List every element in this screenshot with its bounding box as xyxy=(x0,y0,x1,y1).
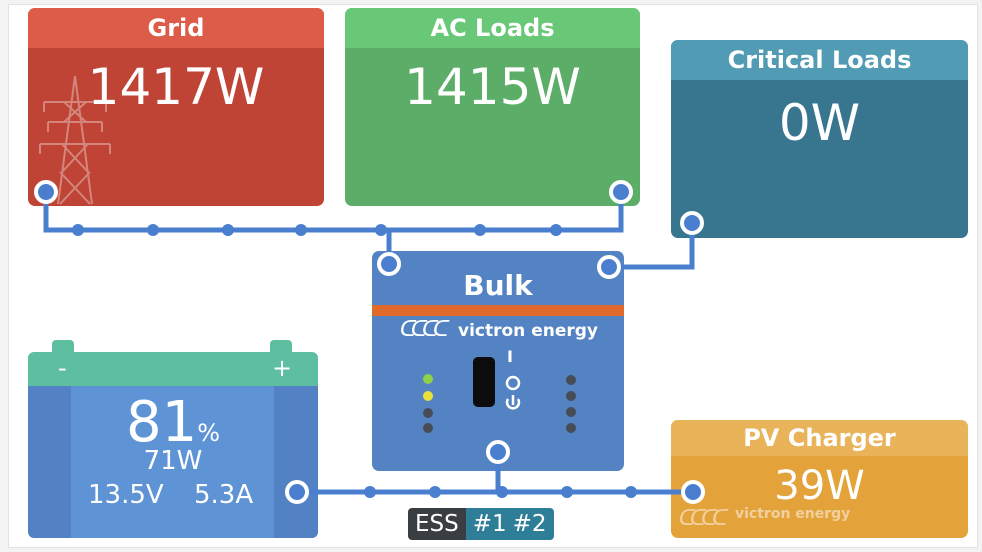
inverter-stripe xyxy=(372,305,624,316)
critical-loads-power: 0W xyxy=(778,94,861,152)
battery-soc-unit: % xyxy=(197,419,221,447)
pv-charger-title: PV Charger xyxy=(671,420,968,456)
led-off xyxy=(423,408,433,418)
victron-logo-icon: ᑕᑕᑕᑕ xyxy=(679,506,728,531)
ac-loads-power: 1415W xyxy=(404,58,581,116)
power-switch[interactable] xyxy=(473,357,495,407)
battery-minus-sign: - xyxy=(58,354,67,382)
power-icon xyxy=(505,375,521,410)
inverter-brand: victron energy xyxy=(458,321,598,341)
inverter-state: Bulk xyxy=(463,269,533,302)
switch-on-mark: I xyxy=(507,347,513,366)
battery-current: 5.3A xyxy=(194,480,254,510)
battery-terminal-minus xyxy=(52,340,74,352)
pv-charger-tile[interactable]: PV Charger 39W ᑕᑕᑕᑕ victron energy xyxy=(671,420,968,538)
battery-terminal-plus xyxy=(270,340,292,352)
battery-top xyxy=(28,352,318,386)
ac-loads-tile[interactable]: AC Loads 1415W xyxy=(345,8,640,206)
ess-bar: ESS #1 #2 xyxy=(408,508,554,540)
battery-voltage: 13.5V xyxy=(88,480,164,510)
grid-tile[interactable]: Grid 1417W xyxy=(28,8,324,206)
led-off xyxy=(566,391,576,401)
led-off xyxy=(566,407,576,417)
multi-2-label[interactable]: #2 xyxy=(510,508,554,540)
battery-power: 71W xyxy=(143,446,203,476)
led-yellow xyxy=(423,391,433,401)
ac-loads-title: AC Loads xyxy=(345,8,640,48)
pv-charger-power: 39W xyxy=(774,463,865,509)
pylon-icon xyxy=(39,75,111,205)
battery-inner xyxy=(71,386,274,538)
led-green xyxy=(423,374,433,384)
pv-charger-brand: victron energy xyxy=(735,506,851,522)
battery-soc-value: 81 xyxy=(125,390,198,455)
grid-title: Grid xyxy=(28,8,324,48)
victron-logo-icon: ᑕᑕᑕᑕ xyxy=(400,317,449,342)
battery-soc: 81% xyxy=(28,390,318,455)
grid-power: 1417W xyxy=(87,58,265,116)
critical-loads-tile[interactable]: Critical Loads 0W xyxy=(671,40,968,238)
led-off xyxy=(566,423,576,433)
battery-plus-sign: + xyxy=(272,354,293,382)
critical-loads-title: Critical Loads xyxy=(671,40,968,80)
led-off xyxy=(566,375,576,385)
led-off xyxy=(423,423,433,433)
multi-1-label[interactable]: #1 xyxy=(465,508,511,540)
ess-label[interactable]: ESS xyxy=(408,508,466,540)
battery-tile[interactable]: 81% 71W 13.5V 5.3A xyxy=(28,386,318,538)
inverter-tile[interactable]: Bulk ᑕᑕᑕᑕ victron energy I xyxy=(372,251,624,471)
